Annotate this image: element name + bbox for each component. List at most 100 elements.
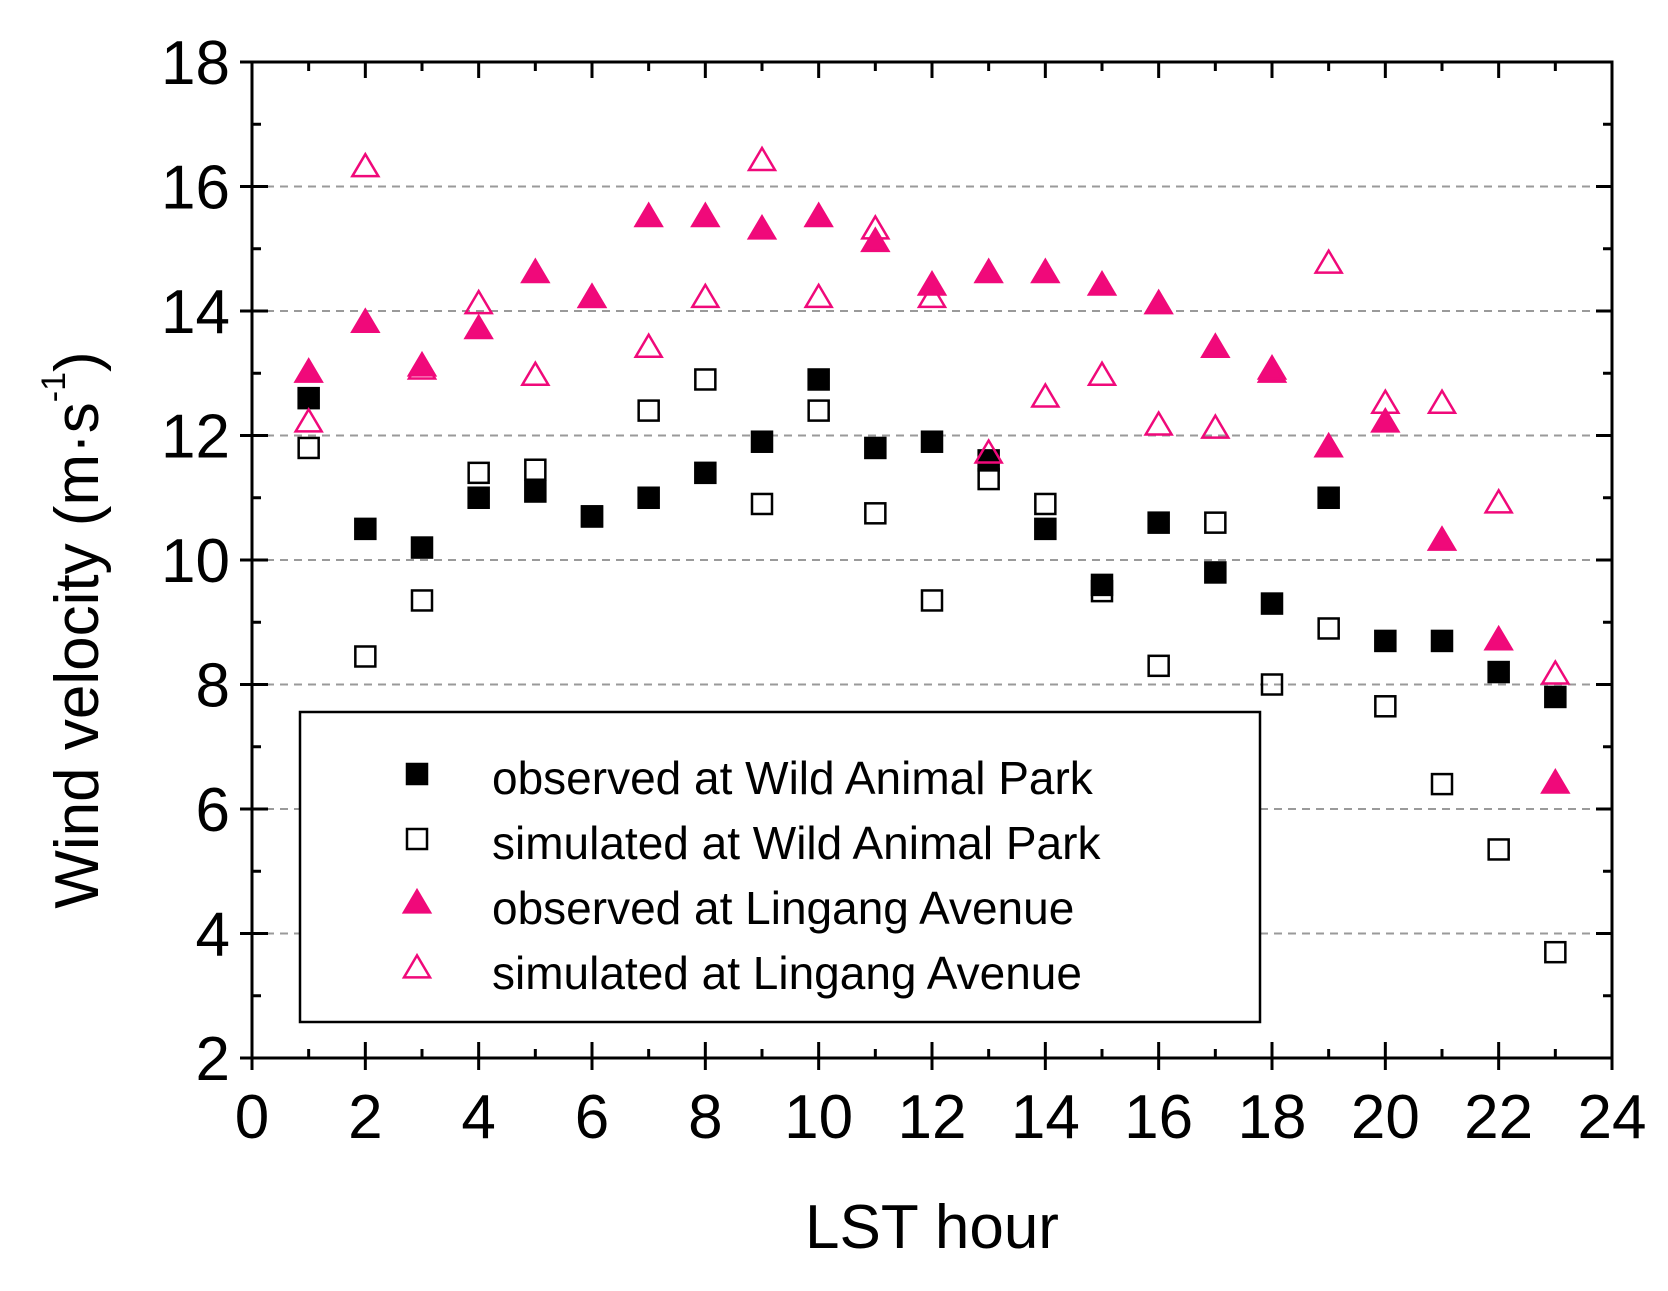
point-series-0-11: [920, 430, 944, 453]
y-axis-label-close: ): [43, 351, 112, 372]
point-series-1-19: [1374, 695, 1397, 718]
point-series-3-10: [860, 213, 891, 240]
legend-label-2: observed at Lingang Avenue: [492, 882, 1074, 934]
point-series-2-20: [1426, 525, 1458, 551]
point-series-0-7: [694, 461, 717, 485]
point-series-1-1: [354, 645, 377, 668]
point-series-1-0: [297, 436, 320, 460]
point-series-2-13: [1030, 257, 1061, 284]
point-series-0-22: [1544, 685, 1567, 709]
point-series-2-7: [690, 201, 721, 228]
point-series-3-22: [1540, 659, 1571, 685]
point-series-3-2: [406, 354, 438, 380]
point-series-0-15: [1147, 511, 1170, 534]
point-series-1-18: [1317, 617, 1340, 640]
y-axis-label-main: Wind velocity (m·s: [43, 402, 112, 908]
point-series-1-14: [1090, 579, 1114, 603]
point-series-0-8: [750, 430, 774, 453]
y-tick-label-8: 8: [196, 652, 230, 721]
point-series-3-14: [1086, 360, 1118, 386]
x-tick-label-10: 10: [784, 1083, 853, 1152]
point-series-0-6: [637, 486, 660, 509]
point-series-0-18: [1317, 486, 1340, 509]
legend-marker-2: [401, 887, 433, 914]
point-series-0-21: [1487, 660, 1510, 684]
x-tick-label-14: 14: [1011, 1083, 1080, 1152]
point-series-3-7: [690, 282, 721, 309]
point-series-1-16: [1204, 511, 1227, 534]
point-series-2-0: [293, 357, 324, 383]
point-series-2-5: [576, 282, 608, 309]
point-series-0-16: [1204, 561, 1227, 584]
y-tick-label-10: 10: [161, 527, 230, 596]
y-tick-labels: 2 4 6 8 10 12 14 16 18: [161, 29, 230, 1094]
x-tick-label-8: 8: [688, 1083, 722, 1152]
point-series-1-4: [524, 458, 547, 481]
point-series-2-14: [1086, 270, 1118, 296]
y-tick-label-14: 14: [161, 278, 230, 347]
point-series-2-6: [633, 201, 664, 228]
point-series-2-1: [350, 307, 381, 334]
legend-box: [298, 710, 1262, 1024]
point-series-1-12: [977, 467, 1000, 491]
legend-marker-3: [401, 952, 433, 979]
legend-label-3: simulated at Lingang Avenue: [492, 947, 1082, 999]
point-series-1-8: [750, 492, 774, 516]
point-series-1-17: [1260, 673, 1284, 696]
point-series-3-3: [463, 288, 494, 315]
point-series-3-8: [746, 145, 778, 172]
series-0: [297, 368, 1567, 709]
point-series-2-17: [1256, 357, 1288, 383]
x-tick-label-16: 16: [1124, 1083, 1193, 1152]
point-series-2-16: [1200, 332, 1231, 358]
y-tick-label-18: 18: [161, 29, 230, 98]
point-series-0-2: [410, 536, 434, 559]
series-2: [293, 201, 1571, 794]
legend-marker-1: [405, 827, 429, 851]
data-marks: [293, 145, 1571, 964]
point-series-3-15: [1143, 410, 1174, 436]
x-tick-label-24: 24: [1578, 1083, 1647, 1152]
point-series-1-13: [1034, 492, 1057, 516]
point-series-3-0: [293, 406, 324, 433]
point-series-1-20: [1430, 772, 1454, 796]
point-series-0-14: [1090, 573, 1114, 597]
point-series-0-0: [297, 386, 320, 410]
point-series-1-21: [1487, 838, 1510, 861]
y-axis-label: Wind velocity (m·s-1): [35, 351, 112, 908]
point-series-3-9: [803, 282, 834, 309]
point-series-1-5: [580, 505, 604, 528]
point-series-3-11: [916, 282, 948, 309]
y-tick-label-4: 4: [196, 901, 230, 970]
point-series-2-21: [1483, 624, 1514, 651]
y-tick-label-6: 6: [196, 776, 230, 845]
x-axis-label: LST hour: [805, 1193, 1059, 1262]
y-tick-label-16: 16: [161, 154, 230, 223]
point-series-0-13: [1034, 517, 1057, 541]
point-series-3-19: [1370, 388, 1401, 414]
point-series-0-17: [1260, 592, 1284, 615]
x-tick-labels: 0 2 4 6 8 10 12 14 16 18 20 22 24: [235, 1083, 1647, 1152]
x-tick-label-20: 20: [1351, 1083, 1420, 1152]
point-series-1-3: [467, 461, 490, 485]
point-series-0-20: [1430, 629, 1454, 653]
point-series-2-4: [520, 257, 551, 284]
point-series-3-13: [1030, 382, 1061, 408]
series-1: [297, 368, 1567, 964]
y-axis-label-superscript: -1: [35, 372, 73, 402]
point-series-3-4: [520, 360, 551, 386]
legend-label-0: observed at Wild Animal Park: [492, 752, 1094, 804]
point-series-1-2: [410, 589, 434, 612]
point-series-0-1: [354, 517, 377, 541]
point-series-3-6: [633, 332, 664, 358]
x-tick-label-6: 6: [575, 1083, 609, 1152]
point-series-2-15: [1143, 288, 1174, 315]
point-series-1-22: [1544, 940, 1567, 964]
point-series-0-10: [864, 436, 887, 460]
point-series-2-12: [973, 257, 1004, 284]
point-series-3-1: [350, 151, 381, 178]
point-series-0-3: [467, 486, 490, 509]
x-tick-label-18: 18: [1238, 1083, 1307, 1152]
series-3: [293, 145, 1571, 685]
